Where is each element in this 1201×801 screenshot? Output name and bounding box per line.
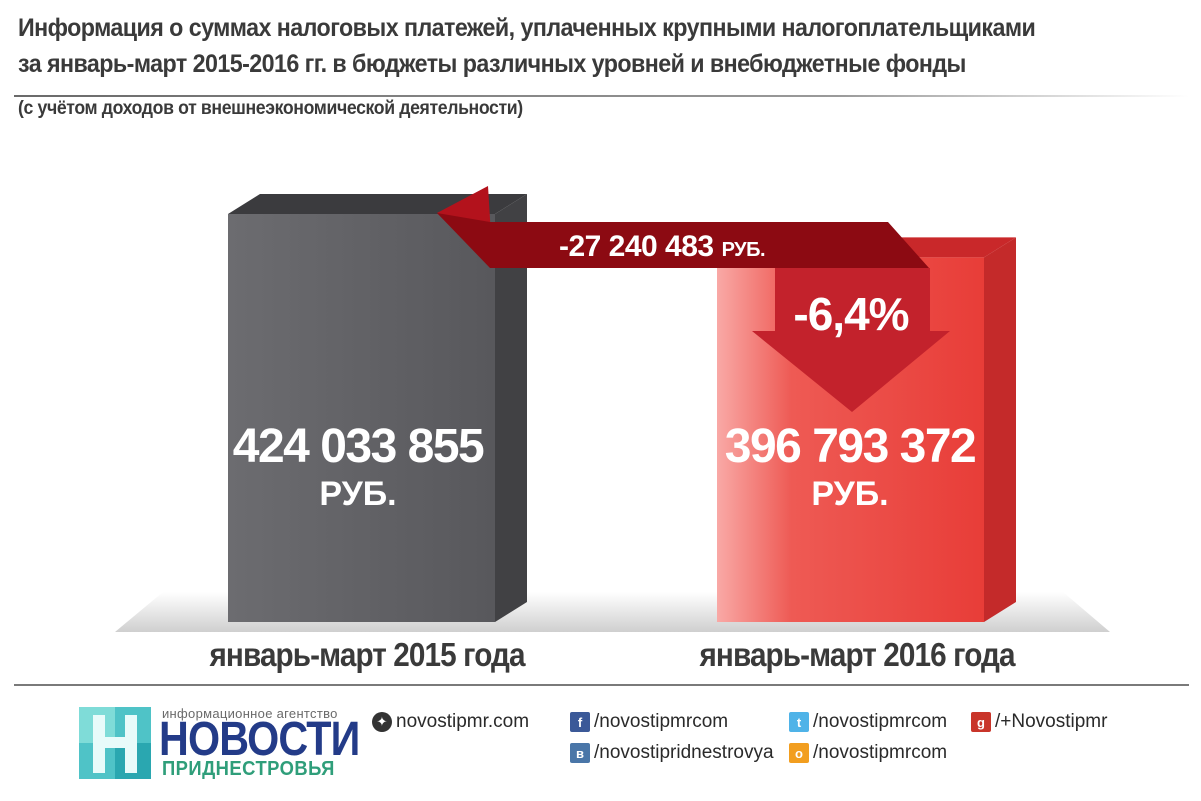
- logo-subtitle: ПРИДНЕСТРОВЬЯ: [162, 758, 335, 780]
- bar-2015-front: [228, 214, 495, 622]
- difference-amount: -27 240 483: [559, 230, 714, 263]
- bar-chart: -27 240 483 РУБ. -6,4% 424 033 855 РУБ. 3…: [115, 186, 1110, 632]
- bar-2016-value: 396 793 372: [725, 420, 975, 473]
- odnoklassniki-icon: о: [789, 743, 809, 763]
- chart-title: Информация о суммах налоговых платежей, …: [18, 10, 1101, 82]
- logo-icon: [79, 707, 151, 779]
- googleplus-link-text[interactable]: /+Novostipmr: [995, 711, 1108, 732]
- bar-2015-side: [495, 194, 527, 622]
- percent-change: -6,4%: [793, 288, 908, 340]
- google-plus-icon: g: [971, 712, 991, 732]
- site-link-text[interactable]: novostipmr.com: [396, 711, 530, 732]
- chart-subtitle: (с учётом доходов от внешнеэкономической…: [18, 98, 523, 119]
- vk-icon: в: [570, 743, 590, 763]
- bar-2016-side: [984, 237, 1016, 622]
- bar-2015-value: 424 033 855: [233, 420, 484, 473]
- logo-tagline: информационное агентство: [162, 706, 338, 721]
- facebook-link[interactable]: f /novostipmrcom: [570, 711, 728, 733]
- difference-unit: РУБ.: [722, 239, 765, 261]
- googleplus-link[interactable]: g /+Novostipmr: [971, 711, 1107, 733]
- globe-icon: ✦: [372, 712, 392, 732]
- category-label-2016: январь-март 2016 года: [699, 636, 1016, 673]
- twitter-link[interactable]: t /novostipmrcom: [789, 711, 947, 733]
- site-link[interactable]: ✦ novostipmr.com: [372, 711, 529, 733]
- twitter-link-text[interactable]: /novostipmrcom: [813, 711, 948, 732]
- twitter-icon: t: [789, 712, 809, 732]
- vk-link-text[interactable]: /novostipridnestrovya: [594, 742, 774, 763]
- category-label-2015: январь-март 2015 года: [209, 636, 526, 673]
- footer-divider: [14, 684, 1189, 686]
- odnoklassniki-link[interactable]: о /novostipmrcom: [789, 742, 947, 764]
- facebook-link-text[interactable]: /novostipmrcom: [594, 711, 729, 732]
- title-line-1: Информация о суммах налоговых платежей, …: [18, 14, 1036, 42]
- odnoklassniki-link-text[interactable]: /novostipmrcom: [813, 742, 948, 763]
- bar-2016-unit: РУБ.: [811, 475, 888, 513]
- logo-name: НОВОСТИ: [159, 713, 360, 766]
- title-divider: [14, 95, 1189, 97]
- vk-link[interactable]: в /novostipridnestrovya: [570, 742, 774, 764]
- difference-ribbon: [437, 213, 929, 268]
- percent-down-arrow: [752, 268, 950, 412]
- title-line-2: за январь-март 2015-2016 гг. в бюджеты р…: [18, 50, 966, 78]
- facebook-icon: f: [570, 712, 590, 732]
- difference-value: -27 240 483 РУБ.: [559, 230, 765, 263]
- bar-2015-unit: РУБ.: [319, 475, 396, 513]
